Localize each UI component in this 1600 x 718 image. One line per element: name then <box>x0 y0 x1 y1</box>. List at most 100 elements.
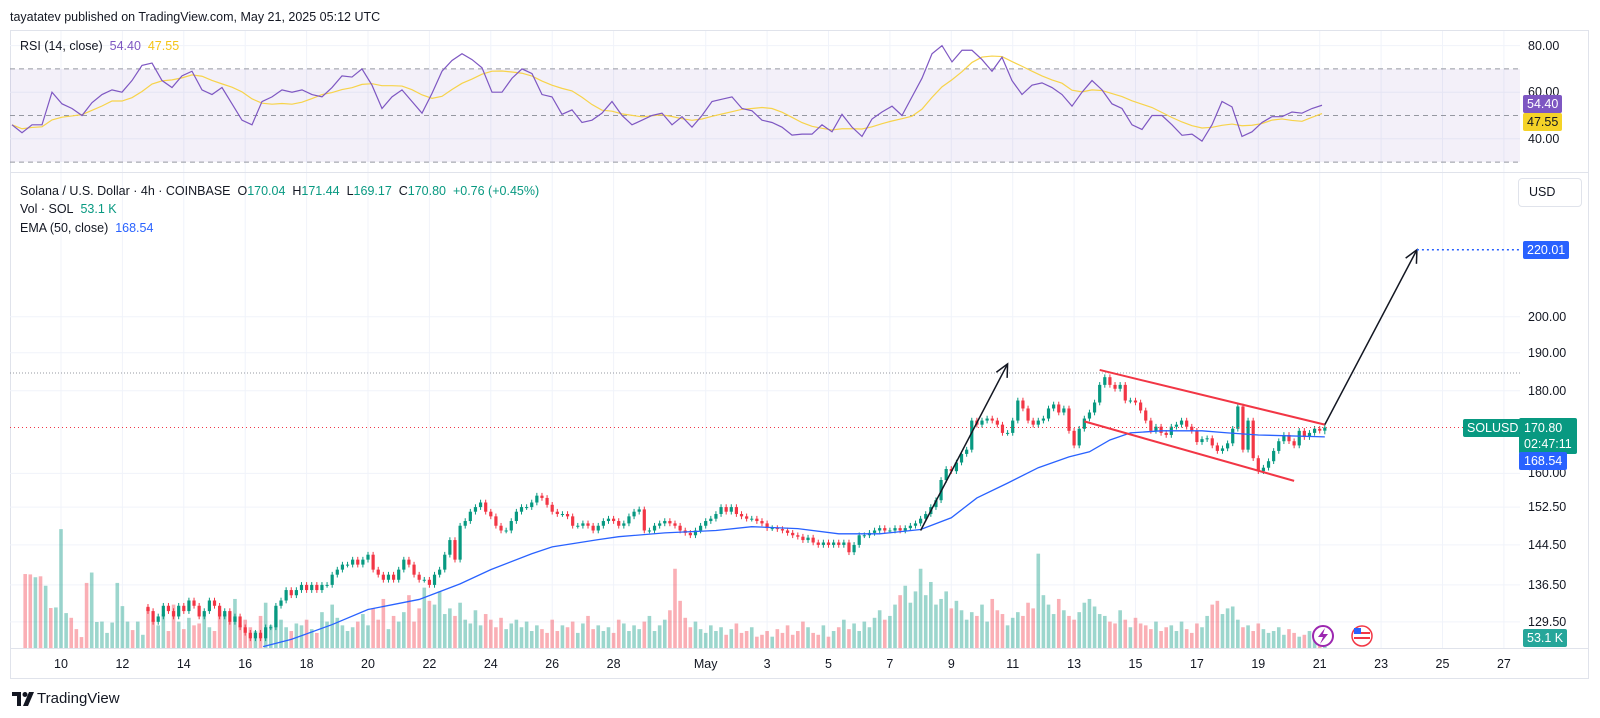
volume-legend-value: 53.1 K <box>80 202 117 216</box>
channel-lower-line[interactable] <box>1084 420 1295 482</box>
time-tick-label: 5 <box>825 657 832 671</box>
candle <box>402 556 406 573</box>
candle-body <box>438 569 442 575</box>
rsi-legend-label[interactable]: RSI (14, close) <box>20 39 103 53</box>
candle <box>540 492 544 501</box>
channel-upper-line[interactable] <box>1099 368 1326 426</box>
volume-bar <box>473 610 478 648</box>
candle-body <box>351 559 355 565</box>
candle <box>1139 399 1143 414</box>
volume-bar <box>959 610 964 648</box>
candle <box>1103 374 1107 388</box>
price-tick-label: 190.00 <box>1528 345 1567 360</box>
volume-bar <box>514 619 519 648</box>
volume-bar <box>412 621 416 648</box>
volume-bar <box>657 625 662 648</box>
volume-bar <box>79 637 84 648</box>
candle-body <box>1272 450 1276 462</box>
candle <box>785 527 790 536</box>
volume-bar <box>1292 632 1296 648</box>
projection-arrow[interactable] <box>1324 248 1418 426</box>
close-value: 170.80 <box>407 184 446 198</box>
volume-bar <box>309 629 314 648</box>
volume-bar <box>550 619 554 648</box>
volume-bar <box>1021 615 1025 648</box>
candle-body <box>888 530 892 532</box>
impulse-arrow[interactable] <box>919 362 1009 531</box>
candle-body <box>944 469 948 480</box>
price-tick-label: 152.50 <box>1528 500 1567 515</box>
candle-body <box>806 537 810 541</box>
candle <box>745 513 749 522</box>
candle <box>422 576 426 583</box>
candle <box>1041 415 1045 424</box>
candle-body <box>412 564 416 575</box>
candle <box>1323 424 1327 435</box>
bar-countdown: 02:47:11 <box>1524 437 1572 451</box>
volume-bar <box>95 621 99 648</box>
candle-body <box>898 528 902 531</box>
candle-body <box>284 590 288 601</box>
candle <box>212 597 217 609</box>
volume-bar <box>714 631 718 648</box>
time-tick-label: 22 <box>422 657 437 671</box>
volume-bar <box>842 619 846 648</box>
time-tick-label: 17 <box>1189 657 1204 671</box>
volume-bar <box>1128 627 1133 648</box>
currency-button[interactable]: USD <box>1518 178 1582 207</box>
volume-bar <box>1036 553 1041 648</box>
candle-body <box>878 528 882 531</box>
candle <box>601 518 605 529</box>
volume-bar <box>315 632 319 648</box>
volume-bar <box>1195 623 1199 648</box>
time-tick-label: 9 <box>947 657 955 671</box>
volume-legend-label[interactable]: Vol · SOL <box>20 202 74 216</box>
candle <box>596 522 600 534</box>
candle <box>381 571 385 583</box>
candle-body <box>893 528 897 531</box>
volume-bar <box>811 632 815 648</box>
candle-body <box>417 574 421 580</box>
last-price: 170.80 <box>1524 421 1563 435</box>
candle <box>647 527 652 534</box>
candle <box>361 556 365 568</box>
candle-body <box>796 535 800 537</box>
candle <box>1046 405 1051 422</box>
volume-bar <box>417 608 421 648</box>
open-label: O <box>237 184 248 198</box>
candle <box>581 520 585 529</box>
candle <box>1272 448 1276 465</box>
volume-bar <box>325 621 329 648</box>
price-tick-label: 180.00 <box>1528 383 1567 398</box>
volume-bar <box>1062 610 1066 648</box>
candle-body <box>719 507 723 515</box>
symbol-title[interactable]: Solana / U.S. Dollar · 4h · COINBASE <box>20 184 231 198</box>
volume-bar <box>724 634 728 648</box>
candle-body <box>443 554 447 570</box>
volume-bar <box>1256 623 1261 648</box>
candle-body <box>458 525 462 560</box>
chart-frame <box>10 30 1589 679</box>
volume-bar <box>340 625 345 648</box>
volume-bar <box>893 604 897 648</box>
candle <box>693 527 698 539</box>
candle-body <box>673 523 677 526</box>
high-label: H <box>292 184 302 198</box>
volume-bar <box>540 629 544 648</box>
volume-bar <box>642 621 647 648</box>
volume-bar <box>499 617 503 648</box>
candle-body <box>617 521 621 526</box>
volume-bar <box>647 615 652 648</box>
candle-body <box>1261 467 1266 472</box>
drawings[interactable] <box>10 248 1520 531</box>
candle-body <box>1318 428 1322 431</box>
candle <box>990 415 994 424</box>
ema-legend-label[interactable]: EMA (50, close) <box>20 221 109 235</box>
volume-bar <box>23 574 27 648</box>
candle-body <box>832 542 836 545</box>
candle-body <box>965 449 969 454</box>
volume-bar <box>806 627 810 648</box>
volume-bar <box>1164 627 1168 648</box>
volume-bar <box>652 631 657 648</box>
